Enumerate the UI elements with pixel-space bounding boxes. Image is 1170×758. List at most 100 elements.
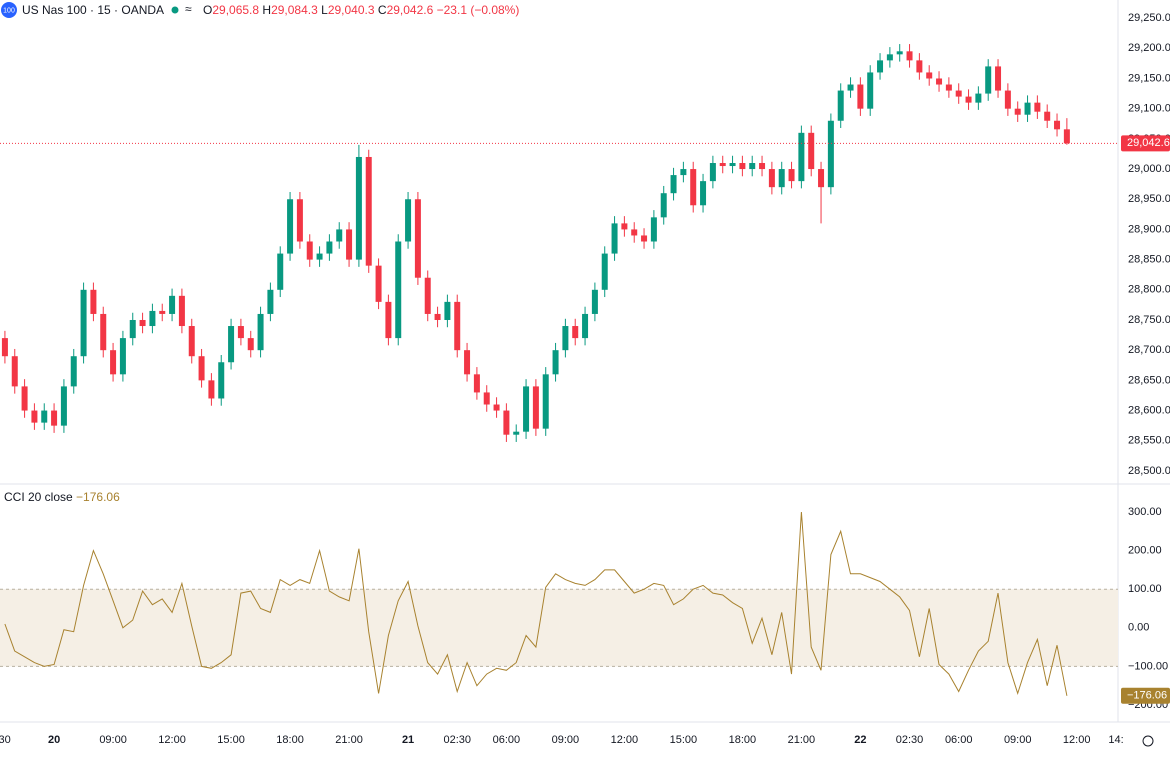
candle-body: [198, 356, 205, 381]
candle-body: [906, 51, 913, 61]
candle-body: [326, 241, 333, 254]
candle-body: [1014, 108, 1021, 115]
candle-body: [562, 326, 569, 351]
candle-body: [867, 72, 874, 109]
ohlc-value: 29,040.3: [328, 3, 375, 17]
candle-body: [523, 386, 530, 432]
candle-body: [208, 380, 215, 399]
last-value-label: −176.06: [1127, 690, 1167, 702]
candle-body: [11, 356, 18, 387]
candle-body: [365, 156, 372, 266]
candle-body: [641, 235, 648, 242]
ohlc-value: 29,042.6: [387, 3, 434, 17]
y-tick-label: 28,850.0: [1128, 254, 1170, 266]
candle-body: [1034, 102, 1041, 112]
candle-body: [709, 163, 716, 182]
status-dot: [171, 6, 179, 14]
candle-body: [257, 313, 264, 351]
candle-body: [749, 163, 756, 170]
candle-body: [945, 84, 952, 91]
ohlc: O29,065.8 H29,084.3 L29,040.3 C29,042.6 …: [203, 3, 519, 17]
candle-body: [159, 310, 166, 314]
logo-text: 100: [3, 7, 15, 14]
candle-body: [218, 362, 225, 399]
candle-body: [837, 90, 844, 121]
y-tick-label: 300.00: [1128, 506, 1162, 518]
y-tick-label: 28,700.0: [1128, 344, 1170, 356]
candle-body: [444, 301, 451, 320]
y-tick-label: 200.00: [1128, 545, 1162, 557]
x-tick-label: 22: [854, 734, 866, 746]
y-tick-label: 29,000.0: [1128, 163, 1170, 175]
x-tick-label: 14:: [1108, 734, 1123, 746]
cci-band: [0, 589, 1118, 667]
candle-body: [178, 295, 185, 327]
candle-body: [936, 78, 943, 85]
x-tick-label: 18:00: [729, 734, 757, 746]
y-tick-label: 29,250.0: [1128, 12, 1170, 24]
candle-body: [454, 301, 461, 351]
candle-body: [729, 163, 736, 167]
candle-body: [70, 356, 77, 387]
ohlc-label: L: [321, 3, 328, 17]
candle-body: [621, 223, 628, 230]
logo-circle: [1, 2, 17, 18]
candle-body: [955, 90, 962, 97]
candle-body: [395, 241, 402, 339]
y-tick-label: 29,100.0: [1128, 103, 1170, 115]
indicator-title: CCI 20 close −176.06: [4, 490, 120, 504]
y-tick-label: 29,200.0: [1128, 42, 1170, 54]
candle-body: [778, 169, 785, 188]
candle-body: [926, 72, 933, 79]
candle-body: [985, 66, 992, 94]
x-tick-label: 15:00: [670, 734, 698, 746]
candle-body: [827, 120, 834, 188]
candle-body: [60, 386, 67, 426]
candle-body: [700, 181, 707, 206]
x-tick-label: 09:00: [99, 734, 127, 746]
ohlc-label: C: [378, 3, 387, 17]
candle-body: [346, 229, 353, 260]
candle-body: [788, 169, 795, 182]
candle-body: [631, 229, 638, 236]
candle-body: [375, 265, 382, 302]
indicator-value: −176.06: [76, 490, 120, 504]
x-tick-label: 02:30: [896, 734, 924, 746]
candle-body: [90, 289, 97, 314]
candle-body: [886, 54, 893, 61]
y-tick-label: 28,900.0: [1128, 223, 1170, 235]
candle-body: [670, 175, 677, 194]
candle-body: [808, 132, 815, 170]
candle-body: [513, 431, 520, 435]
candle-body: [818, 169, 825, 188]
x-tick-label: 12:00: [611, 734, 639, 746]
candle-body: [424, 277, 431, 314]
x-tick-label: 09:00: [552, 734, 580, 746]
candle-body: [414, 199, 421, 278]
y-tick-label: 28,800.0: [1128, 284, 1170, 296]
y-tick-label: 0.00: [1128, 622, 1149, 634]
candle-body: [473, 374, 480, 393]
candle-body: [316, 253, 323, 260]
candle-body: [1, 338, 8, 357]
candle-body: [149, 310, 156, 327]
candle-body: [650, 217, 657, 242]
candle-body: [51, 410, 58, 426]
candle-body: [287, 199, 294, 254]
last-price-label: 29,042.6: [1127, 137, 1170, 149]
candle-body: [1054, 120, 1061, 130]
candle-body: [857, 84, 864, 109]
y-tick-label: 28,950.0: [1128, 193, 1170, 205]
candle-body: [237, 326, 244, 339]
candle-body: [601, 253, 608, 290]
indicator-name: CCI 20 close: [4, 490, 73, 504]
ohlc-value: 29,065.8: [212, 3, 259, 17]
candle-body: [660, 193, 667, 218]
candle-body: [798, 132, 805, 182]
x-tick-label: 21:00: [788, 734, 816, 746]
header: 100 US Nas 100 · 15 · OANDA O29,065.8 H2…: [1, 2, 519, 18]
candle-body: [434, 313, 441, 320]
candle-body: [31, 410, 38, 423]
candle-body: [582, 313, 589, 339]
